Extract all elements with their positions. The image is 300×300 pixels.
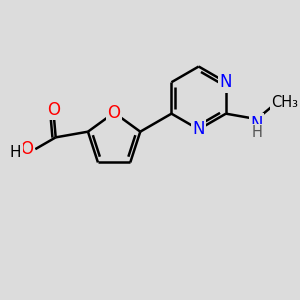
Text: H: H [251, 125, 262, 140]
Text: N: N [220, 73, 232, 91]
Text: N: N [250, 115, 263, 133]
Text: O: O [47, 101, 60, 119]
Text: H: H [10, 145, 21, 160]
Text: O: O [108, 104, 121, 122]
Text: N: N [192, 120, 205, 138]
Text: CH₃: CH₃ [271, 95, 298, 110]
Text: O: O [20, 140, 33, 158]
